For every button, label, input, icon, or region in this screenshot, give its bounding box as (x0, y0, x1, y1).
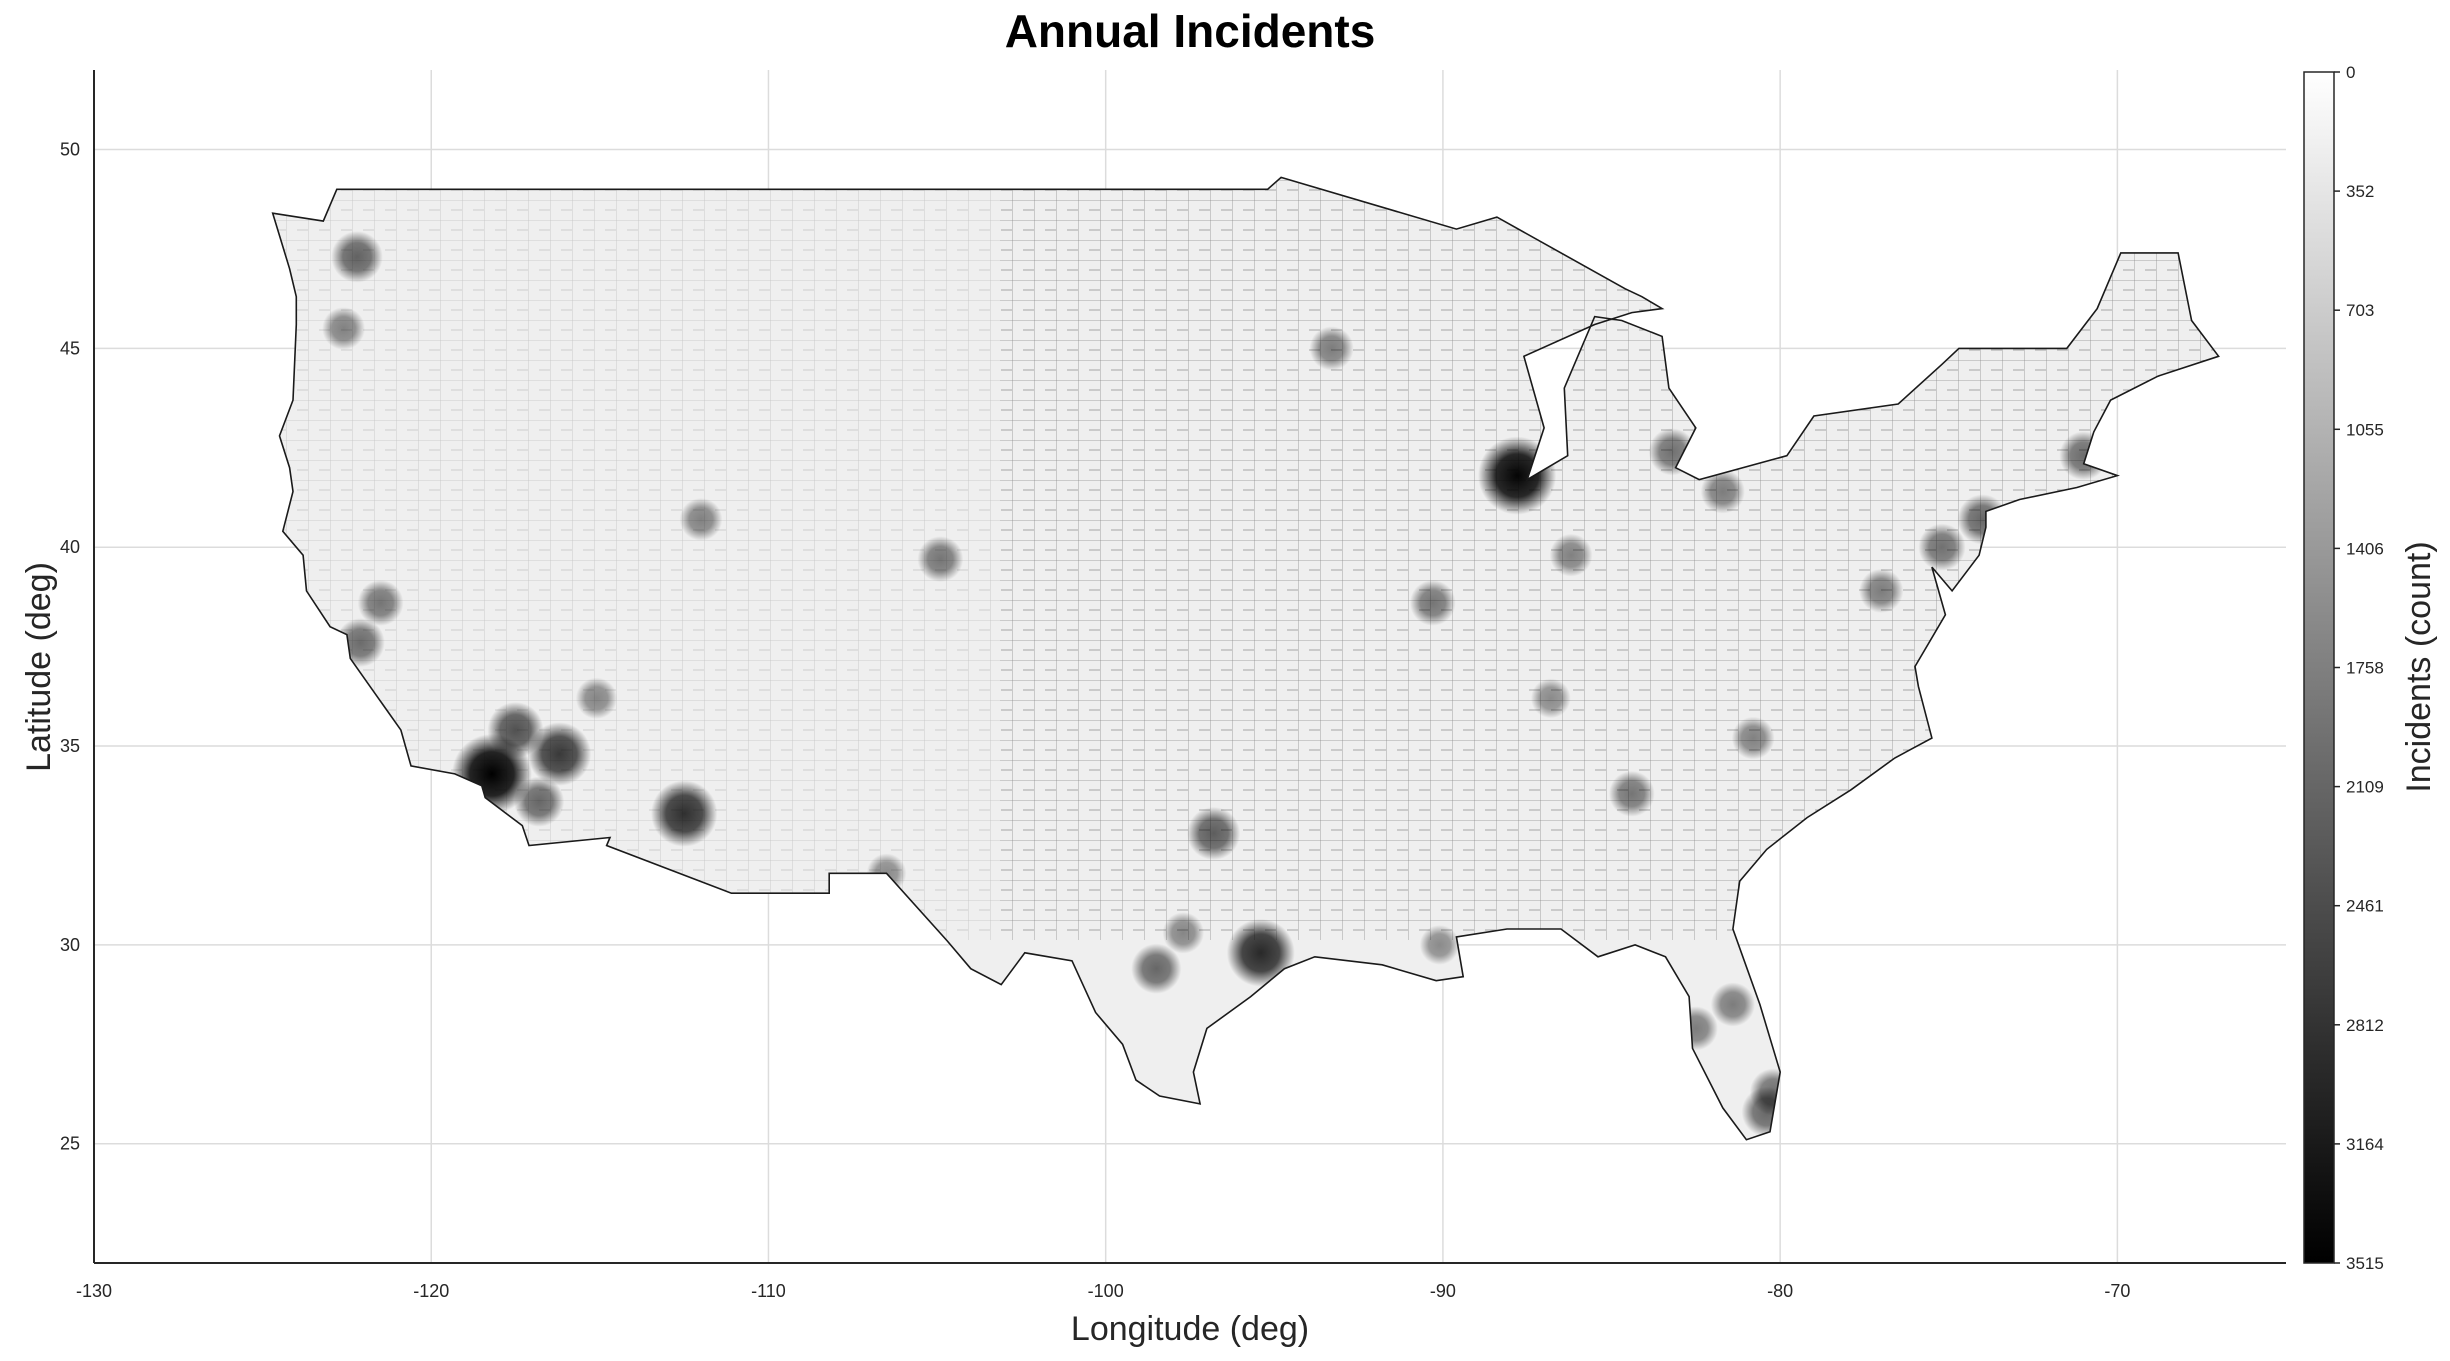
hotspot (1162, 912, 1205, 954)
hotspot (1530, 678, 1571, 719)
y-tick-labels: 25 30 35 40 45 50 (60, 140, 80, 1154)
x-axis-label: Longitude (deg) (1071, 1310, 1309, 1348)
hotspot (1710, 982, 1755, 1027)
hotspot (1608, 770, 1655, 817)
hotspot (1478, 436, 1557, 515)
hotspot (514, 776, 565, 827)
hotspot (1918, 523, 1966, 571)
colorbar-tick-label: 703 (2346, 301, 2374, 320)
hotspot (1226, 918, 1295, 987)
x-tick-label: -80 (1767, 1281, 1793, 1301)
hotspot (487, 702, 544, 759)
hotspot (575, 677, 618, 719)
hotspot (1187, 806, 1241, 861)
hotspot (1549, 533, 1593, 577)
y-tick-label: 25 (60, 1134, 80, 1154)
colorbar-tick-label: 2109 (2346, 778, 2384, 797)
chart-title: Annual Incidents (1005, 5, 1376, 57)
colorbar-gradient (2303, 71, 2335, 1264)
y-tick-label: 45 (60, 338, 80, 358)
hotspot (1419, 925, 1460, 965)
hotspot (357, 580, 404, 626)
county-mesh-east (1000, 180, 2219, 940)
colorbar-tick-label: 2812 (2346, 1016, 2384, 1035)
colorbar-tick-label: 352 (2346, 182, 2374, 201)
colorbar-label: Incidents (count) (2400, 541, 2438, 792)
y-tick-label: 40 (60, 537, 80, 557)
hotspot (2059, 431, 2109, 481)
x-tick-label: -110 (751, 1281, 786, 1301)
hotspot (1731, 716, 1775, 760)
x-tick-label: -120 (413, 1281, 449, 1301)
x-tick-label: -130 (76, 1281, 112, 1301)
hotspot (1957, 494, 2008, 545)
hotspot (1409, 580, 1456, 626)
colorbar-ticks: 0 352 703 1055 1406 1758 2109 2461 2812 3164 3515 (2334, 63, 2384, 1273)
us-border (271, 176, 2220, 1141)
hotspot (1700, 469, 1745, 514)
hotspot (322, 307, 365, 350)
x-tick-label: -100 (1088, 1281, 1124, 1301)
hotspot (527, 722, 592, 786)
y-tick-label: 30 (60, 935, 80, 955)
colorbar-tick-label: 3164 (2346, 1135, 2384, 1154)
hotspot (917, 536, 964, 582)
colorbar-tick-label: 2461 (2346, 897, 2384, 916)
y-tick-label: 50 (60, 140, 80, 160)
x-tick-label: -90 (1430, 1281, 1456, 1301)
hotspot (679, 498, 723, 541)
colorbar-tick-label: 1758 (2346, 659, 2384, 678)
colorbar-tick-label: 1406 (2346, 539, 2384, 558)
y-axis-label: Latitude (deg) (20, 562, 58, 772)
hotspot (1648, 428, 1696, 476)
y-tick-label: 35 (60, 736, 80, 756)
colorbar-tick-label: 0 (2346, 63, 2355, 82)
colorbar: 035270310551406175821092461281231643515 … (2303, 63, 2438, 1273)
county-mesh-west (272, 180, 1000, 940)
hotspot (1859, 568, 1904, 614)
colorbar-tick-label: 1055 (2346, 420, 2384, 439)
us-county-map (271, 176, 2220, 1141)
colorbar-tick-label: 3515 (2346, 1254, 2384, 1273)
x-tick-label: -70 (2104, 1281, 2130, 1301)
hotspot (1131, 943, 1182, 994)
x-tick-labels: -130 -120 -110 -100 -90 -80 -70 (76, 1281, 2130, 1301)
hotspot (1673, 1006, 1718, 1051)
hotspot (651, 780, 718, 847)
hotspot (1309, 326, 1354, 371)
hotspot (331, 231, 383, 283)
